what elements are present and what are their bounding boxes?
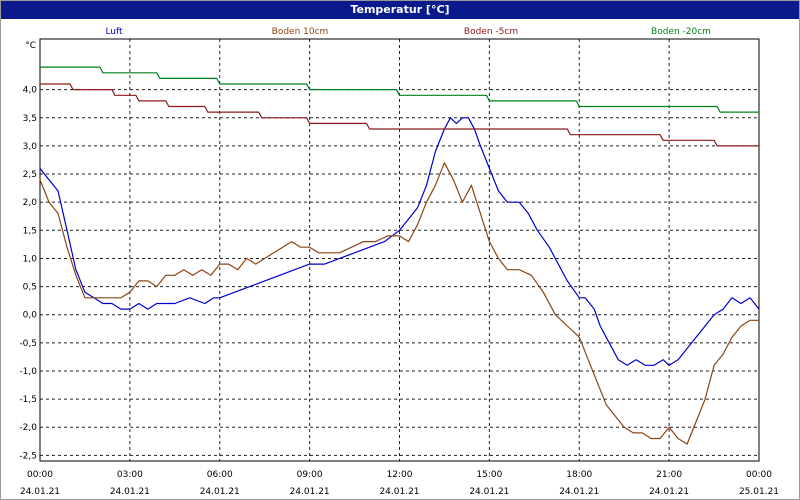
series-line-boden-10cm	[39, 162, 759, 445]
series-line-luft	[39, 117, 760, 366]
y-tick-label: 1,0	[23, 254, 38, 264]
x-tick-date: 24.01.21	[649, 487, 689, 497]
y-tick-label: 0,5	[23, 283, 37, 293]
x-tick-time: 00:00	[746, 470, 772, 480]
series-line-boden-20cm	[40, 66, 759, 113]
x-tick-time: 18:00	[566, 470, 592, 480]
y-tick-label: -1,0	[19, 367, 37, 377]
x-tick-time: 15:00	[476, 470, 502, 480]
legend-boden-10cm: Boden 10cm	[272, 27, 329, 37]
x-tick-time: 03:00	[117, 470, 143, 480]
x-tick-date: 25.01.21	[739, 487, 779, 497]
x-tick-time: 09:00	[297, 470, 323, 480]
x-tick-date: 24.01.21	[379, 487, 419, 497]
x-tick-date: 24.01.21	[110, 487, 150, 497]
y-tick-label: 3,5	[23, 114, 37, 124]
y-tick-label: -0,5	[19, 339, 37, 349]
y-axis-unit: °C	[25, 41, 36, 51]
x-tick-time: 21:00	[656, 470, 682, 480]
x-tick-date: 24.01.21	[559, 487, 599, 497]
x-tick-date: 24.01.21	[20, 487, 60, 497]
y-tick-label: 2,0	[23, 198, 38, 208]
legend-boden-20cm: Boden -20cm	[651, 27, 711, 37]
x-tick-date: 24.01.21	[469, 487, 509, 497]
y-tick-label: 1,5	[23, 226, 37, 236]
x-tick-time: 06:00	[207, 470, 233, 480]
y-tick-label: 0,0	[23, 311, 38, 321]
y-tick-label: -2,5	[19, 451, 37, 461]
plot-area-border	[39, 38, 760, 462]
legend-boden-5cm: Boden -5cm	[464, 27, 518, 37]
y-tick-label: -2,0	[19, 423, 37, 433]
x-tick-date: 24.01.21	[200, 487, 240, 497]
y-tick-label: -1,5	[19, 395, 37, 405]
legend-luft: Luft	[105, 27, 123, 37]
x-tick-time: 00:00	[27, 470, 53, 480]
y-tick-label: 2,5	[23, 170, 37, 180]
x-tick-time: 12:00	[387, 470, 413, 480]
series-line-boden-5cm	[40, 83, 759, 147]
y-tick-label: 3,0	[23, 142, 38, 152]
x-tick-date: 24.01.21	[290, 487, 330, 497]
y-tick-label: 4,0	[23, 86, 38, 96]
window-title: Temperatur [°C]	[1, 1, 799, 19]
